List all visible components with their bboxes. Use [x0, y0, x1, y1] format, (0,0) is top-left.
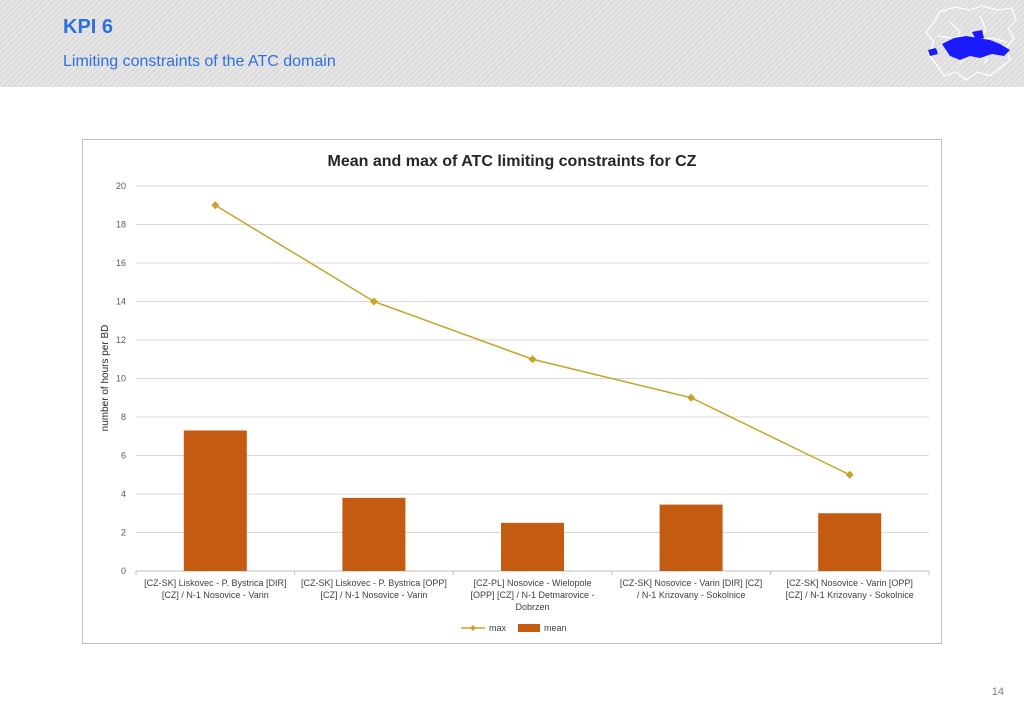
mean-bar — [659, 504, 723, 571]
max-point — [369, 297, 378, 306]
y-tick-label: 2 — [121, 528, 126, 538]
x-tick-label: [CZ-SK] Liskovec - P. Bystrica [DIR] [CZ]… — [144, 578, 286, 600]
legend-swatch-mean — [518, 624, 540, 632]
max-point — [211, 201, 220, 210]
x-tick-label: [CZ-SK] Nosovice - Varin [DIR] [CZ] / N-1… — [620, 578, 762, 600]
legend-marker-max — [470, 625, 476, 631]
max-point — [845, 470, 854, 479]
max-point — [687, 393, 696, 402]
y-tick-label: 6 — [121, 451, 126, 461]
atc-chart: Mean and max of ATC limiting constraints… — [100, 153, 930, 633]
legend-label-max: max — [489, 623, 507, 633]
chart-frame: Mean and max of ATC limiting constraints… — [82, 139, 942, 644]
slide-title: KPI 6 — [63, 16, 114, 38]
mean-bar — [342, 497, 406, 571]
x-tick-label: [CZ-SK] Liskovec - P. Bystrica [OPP] [CZ]… — [301, 578, 447, 600]
mean-bar — [818, 513, 882, 571]
max-point — [528, 355, 537, 364]
mean-bar — [183, 430, 247, 571]
y-tick-label: 0 — [121, 566, 126, 576]
y-tick-label: 16 — [116, 258, 126, 268]
y-tick-label: 4 — [121, 489, 126, 499]
y-tick-label: 20 — [116, 181, 126, 191]
y-axis-label: number of hours per BD — [100, 325, 111, 432]
y-tick-label: 14 — [116, 297, 126, 307]
x-tick-label: [CZ-SK] Nosovice - Varin [OPP] [CZ] / N-1… — [786, 578, 914, 600]
mean-bar — [501, 522, 564, 571]
y-tick-label: 12 — [116, 335, 126, 345]
y-tick-label: 8 — [121, 412, 126, 422]
slide-header: KPI 6 Limiting constraints of the ATC do… — [0, 0, 1024, 87]
x-tick-label: [CZ-PL] Nosovice - Wielopole [OPP] [CZ] /… — [470, 578, 594, 612]
y-tick-label: 10 — [116, 374, 126, 384]
europe-map-logo-icon — [925, 5, 1017, 81]
legend-label-mean: mean — [544, 623, 567, 633]
slide-subtitle: Limiting constraints of the ATC domain — [63, 53, 336, 70]
y-tick-label: 18 — [116, 220, 126, 230]
page-number: 14 — [991, 686, 1004, 698]
chart-title: Mean and max of ATC limiting constraints… — [328, 153, 697, 170]
